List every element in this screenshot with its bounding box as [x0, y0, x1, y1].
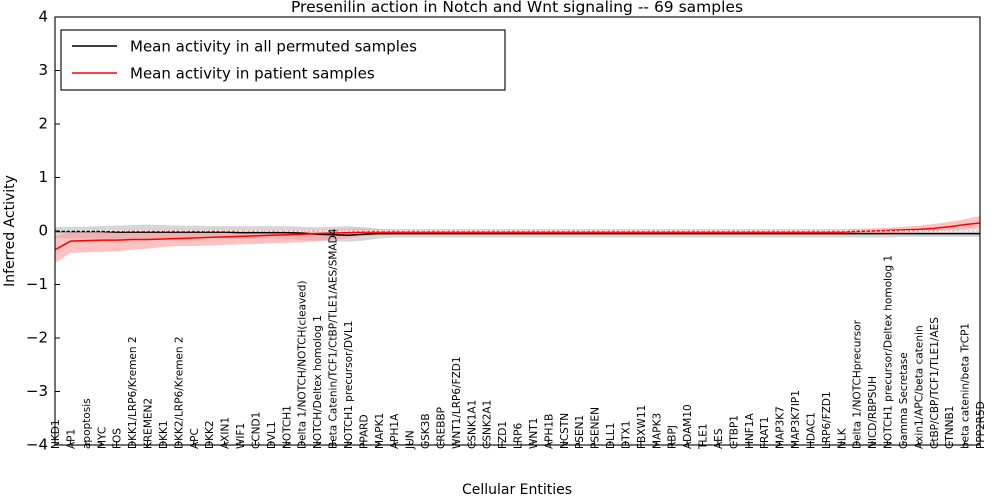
x-tick-label: WNT1/LRP6/FZD1 [451, 356, 463, 449]
x-tick-label: Delta 1/NOTCHprecursor [852, 319, 864, 449]
x-tick-label: AXIN1 [220, 417, 232, 449]
x-tick-label: NCSTN [559, 413, 571, 449]
x-tick-label: NKD1 [50, 419, 62, 449]
series-lines [54, 222, 981, 251]
x-tick-label: DKK2/LRP6/Kremen 2 [173, 336, 185, 449]
x-tick-label: GSK3B [420, 413, 432, 449]
x-tick-label: AES [713, 428, 725, 449]
x-axis-ticks: NKD1 AP1 apoptosis MYC FOS DKK1/LRP6/Kremen 2… [50, 228, 987, 450]
x-tick-label: AP1 [65, 429, 77, 449]
y-tick-label: 2 [38, 115, 48, 133]
x-tick-label: DKK1 [158, 420, 170, 449]
x-tick-label: Beta Catenin/TCF1/CtBP/TLE1/AES/SMAD4 [328, 228, 340, 449]
x-tick-label: MAPK3 [651, 413, 663, 449]
x-tick-label: NLK [836, 427, 848, 449]
x-tick-label: MAPK1 [374, 413, 386, 449]
x-tick-label: CTNNB1 [944, 406, 956, 449]
x-tick-label: TLE1 [698, 423, 710, 450]
y-tick-label: −1 [26, 275, 48, 293]
x-tick-label: MAP3K7 [775, 406, 787, 449]
x-tick-label: ADAM10 [682, 404, 694, 449]
x-tick-label: CSNK1A1 [466, 400, 478, 449]
y-tick-label: −2 [26, 329, 48, 347]
x-tick-label: NOTCH1 [281, 405, 293, 449]
x-tick-label: NICD/RBPSUH [867, 376, 879, 449]
x-tick-label: FRAT1 [759, 417, 771, 449]
x-tick-label: NOTCH/Deltex homolog 1 [312, 315, 324, 449]
x-tick-label: HDAC1 [805, 412, 817, 449]
x-axis-title: Cellular Entities [462, 482, 572, 498]
x-tick-label: Gamma Secretase [898, 352, 910, 449]
x-tick-label: Delta 1/NOTCH/NOTCH(cleaved) [297, 280, 309, 449]
x-tick-label: MYC [96, 427, 108, 449]
y-axis-ticks: −4 −3 −2 −1 0 1 2 3 4 [26, 8, 60, 454]
y-tick-label: 4 [38, 8, 48, 26]
x-tick-label: NOTCH1 precursor/DVL1 [343, 321, 355, 449]
x-tick-label: DKK2 [204, 420, 216, 449]
x-tick-label: DLL1 [605, 423, 617, 449]
x-tick-label: CTBP1 [728, 415, 740, 449]
series-line-patient [54, 222, 981, 251]
y-tick-label: −4 [26, 436, 48, 454]
x-tick-label: DTX1 [620, 421, 632, 449]
x-tick-label: PSENEN [590, 407, 602, 449]
y-tick-label: −3 [26, 382, 48, 400]
x-tick-label: FZD1 [497, 421, 509, 449]
x-tick-label: APH1B [543, 414, 555, 449]
x-tick-label: beta catenin/beta TrCP1 [960, 323, 972, 449]
x-tick-label: DVL1 [266, 421, 278, 449]
y-axis-title: Inferred Activity [2, 175, 18, 287]
x-tick-label: JUN [405, 430, 417, 450]
x-tick-label: PSEN1 [574, 415, 586, 449]
x-tick-label: FOS [112, 428, 124, 449]
x-tick-label: LRP6/FZD1 [821, 391, 833, 449]
x-tick-label: LRP6 [513, 423, 525, 449]
legend-label-patient: Mean activity in patient samples [130, 65, 375, 83]
chart-title: Presenilin action in Notch and Wnt signa… [291, 0, 743, 16]
x-tick-label: MAP3K7IP1 [790, 390, 802, 449]
x-tick-label: FBXW11 [636, 405, 648, 449]
x-tick-label: APH1A [389, 413, 401, 449]
x-tick-label: PPP2R5D [975, 401, 987, 449]
x-tick-label: RBPJ [667, 425, 679, 449]
legend-frame [60, 29, 506, 91]
x-tick-label: CtBP/CBP/TCF1/TLE1/AES [929, 317, 941, 449]
y-tick-label: 1 [38, 168, 48, 186]
x-tick-label: PPARD [358, 414, 370, 449]
x-tick-label: KREMEN2 [143, 398, 155, 449]
x-tick-label: Axin1/APC/beta catenin [913, 325, 925, 449]
chart-legend[interactable]: Mean activity in all permuted samples Me… [60, 29, 506, 91]
series-line-permuted [55, 230, 980, 237]
x-tick-label: HNF1A [744, 413, 756, 449]
x-tick-label: CSNK2A1 [482, 400, 494, 449]
legend-label-permuted: Mean activity in all permuted samples [130, 38, 417, 56]
x-tick-label: CREBBP [435, 407, 447, 449]
x-tick-label: CCND1 [250, 412, 262, 449]
x-tick-label: WIF1 [235, 423, 247, 449]
y-tick-label: 3 [38, 61, 48, 79]
x-tick-label: DKK1/LRP6/Kremen 2 [127, 336, 139, 449]
x-tick-label: apoptosis [81, 398, 93, 449]
x-tick-label: APC [189, 428, 201, 449]
x-tick-label: NOTCH1 precursor/Deltex homolog 1 [883, 255, 895, 449]
y-tick-label: 0 [38, 222, 48, 240]
band-patient [55, 216, 980, 264]
x-tick-label: WNT1 [528, 418, 540, 449]
